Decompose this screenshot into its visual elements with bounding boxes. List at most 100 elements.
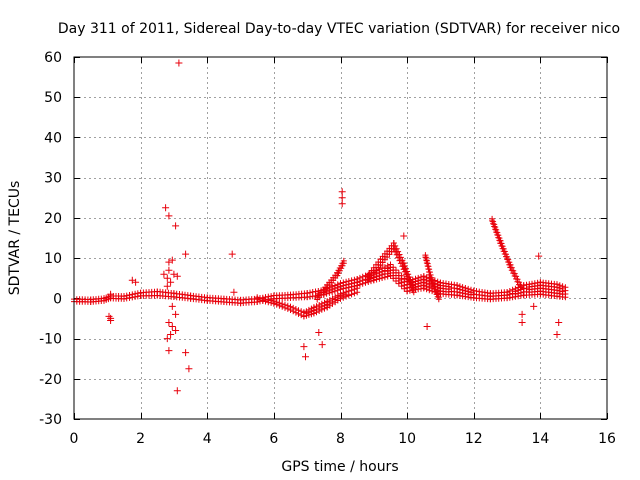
y-tick-label: 10 <box>44 251 62 267</box>
data-point <box>530 302 538 310</box>
data-point <box>468 286 474 293</box>
plot-frame <box>73 56 608 420</box>
data-point <box>430 280 437 287</box>
data-point <box>562 284 569 291</box>
data-point <box>492 224 499 231</box>
data-point <box>428 274 435 281</box>
x-tick-label: 14 <box>531 431 549 447</box>
data-point <box>518 310 526 318</box>
data-point <box>390 264 397 271</box>
data-point <box>279 301 286 307</box>
data-point <box>555 319 563 326</box>
data-point <box>456 283 463 290</box>
data-point <box>422 252 429 259</box>
data-point <box>259 295 266 302</box>
data-point <box>429 277 436 284</box>
y-axis-label: SDTVAR / TECUs <box>7 181 23 296</box>
y-tick-label: 30 <box>44 171 62 187</box>
y-tick-label: 0 <box>53 291 62 307</box>
data-point <box>427 272 434 278</box>
data-point <box>338 188 346 196</box>
data-point <box>230 288 238 296</box>
data-point <box>168 302 176 310</box>
data-point <box>340 290 347 296</box>
data-point <box>508 264 515 271</box>
data-points <box>71 59 569 395</box>
data-point <box>390 240 397 246</box>
data-point <box>420 273 427 280</box>
data-point <box>338 194 346 202</box>
data-point <box>493 226 500 233</box>
data-point <box>433 288 440 295</box>
data-point <box>173 272 181 280</box>
data-point <box>406 274 413 281</box>
data-point <box>490 218 497 225</box>
data-point <box>403 265 409 272</box>
chart-title: Day 311 of 2011, Sidereal Day-to-day VTE… <box>58 21 620 37</box>
x-tick-label: 6 <box>269 431 278 447</box>
data-point <box>340 257 347 264</box>
x-tick-label: 10 <box>398 431 416 447</box>
data-point <box>338 200 346 208</box>
data-point <box>395 248 402 255</box>
data-point <box>398 272 405 279</box>
data-point <box>262 296 269 303</box>
data-point <box>172 327 180 334</box>
data-point <box>298 308 305 315</box>
data-point <box>165 347 173 355</box>
y-tick-label: 20 <box>44 211 62 227</box>
data-point <box>496 235 503 242</box>
data-point <box>535 252 543 260</box>
data-point <box>257 295 263 301</box>
data-point <box>167 278 175 286</box>
data-point <box>400 232 408 240</box>
data-point <box>501 248 508 255</box>
data-point <box>168 256 176 264</box>
data-point <box>132 278 140 286</box>
data-point <box>499 243 506 250</box>
data-point <box>134 290 141 297</box>
data-point <box>163 335 171 343</box>
tick-labels: 0 2 4 6 8 10 12 14 16 -30 -20 -10 0 10 20 30 40 50 60 <box>39 50 616 447</box>
data-point <box>348 287 355 294</box>
data-point <box>518 319 526 326</box>
data-point <box>435 294 442 301</box>
data-point <box>172 310 180 318</box>
data-point <box>343 289 350 295</box>
data-point <box>426 269 433 276</box>
data-point <box>511 270 518 277</box>
y-tick-label: -20 <box>39 372 62 388</box>
data-point <box>553 331 561 338</box>
data-point <box>167 331 175 338</box>
data-point <box>282 301 288 308</box>
data-point <box>556 282 563 289</box>
data-point <box>329 295 336 302</box>
data-point <box>354 285 361 292</box>
data-point <box>387 261 394 268</box>
axis-ticks <box>74 57 608 420</box>
data-point <box>408 279 415 286</box>
data-point <box>268 297 275 304</box>
data-point <box>284 302 291 309</box>
data-point <box>163 282 171 290</box>
data-point <box>500 245 507 252</box>
y-tick-label: 40 <box>44 130 62 146</box>
data-point <box>423 323 431 330</box>
data-point <box>265 296 272 303</box>
data-point <box>505 256 512 263</box>
data-point <box>399 257 406 264</box>
data-point <box>295 307 302 314</box>
data-point <box>163 274 171 282</box>
data-point <box>407 276 414 283</box>
data-point <box>228 250 236 258</box>
data-point <box>107 317 115 324</box>
data-point <box>400 260 407 267</box>
data-point <box>105 312 113 320</box>
data-point <box>559 283 566 290</box>
data-point <box>459 284 466 291</box>
data-point <box>165 212 173 220</box>
data-point <box>454 282 461 289</box>
y-tick-label: 50 <box>44 90 62 106</box>
data-point <box>507 261 514 268</box>
data-point <box>424 260 431 267</box>
